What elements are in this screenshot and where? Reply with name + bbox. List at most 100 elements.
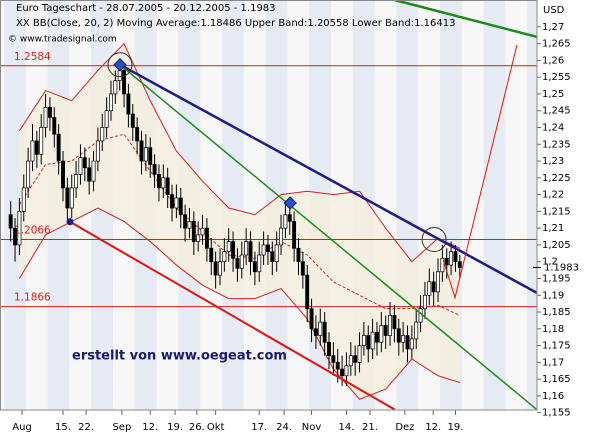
candle-body (113, 80, 118, 95)
band-fill (19, 43, 460, 400)
candle-body (231, 241, 236, 259)
y-tick-label: 1,215 (542, 206, 571, 217)
plot-area (0, 0, 537, 410)
trend-line (119, 64, 537, 410)
x-tick-label: 12. (142, 422, 158, 433)
candle-body (191, 221, 196, 242)
diamond-marker (283, 196, 297, 210)
candle-body (135, 127, 140, 142)
y-tick-label: 1,245 (542, 106, 571, 117)
candle-body (388, 315, 392, 336)
candle-body (274, 244, 279, 263)
candle-body (213, 261, 218, 276)
candle-body (353, 355, 358, 363)
y-tick-label: 1,23 (542, 156, 564, 167)
x-tick-label: Okt (207, 422, 225, 433)
candle-body (296, 247, 301, 263)
candle-body (95, 140, 100, 162)
candle-body (100, 127, 105, 142)
x-tick-label: 19. (448, 422, 464, 433)
last-price-label: 1.1983 (544, 262, 579, 273)
candle-body (21, 187, 26, 212)
watermark: erstellt von www.oegeat.com (72, 349, 287, 364)
x-tick-label: 26. (189, 422, 205, 433)
candle-body (183, 214, 188, 229)
candle-body (457, 261, 462, 268)
y-tick-label: 1,265 (542, 39, 571, 50)
y-tick-label: 1,235 (542, 139, 571, 150)
y-tick-label: 1,21 (542, 223, 564, 234)
candle-body (87, 167, 92, 182)
candle-body (187, 221, 192, 229)
candle-body (218, 261, 222, 276)
candle-body (226, 241, 231, 252)
candle-body (431, 281, 436, 293)
candle-body (244, 241, 249, 256)
x-tick-label: 12. (425, 422, 441, 433)
candle-body (361, 335, 366, 346)
candle-body (327, 341, 331, 356)
y-tick-label: 1,155 (542, 408, 571, 419)
x-tick-label: 24. (276, 422, 292, 433)
candle-body (156, 174, 161, 189)
band-lower (18, 207, 460, 400)
plot-border (0, 0, 538, 411)
trend-line (442, 44, 518, 300)
candle-body (396, 328, 401, 343)
candle-body (78, 157, 83, 175)
candle-body (34, 140, 39, 155)
y-tick-label: 1,2 (542, 257, 558, 268)
candle-body (122, 70, 127, 95)
candle-body (270, 251, 275, 263)
candle-body (69, 187, 74, 209)
y-tick-label: 1,225 (542, 173, 571, 184)
x-tick-label: Nov (302, 422, 322, 433)
candle-body (409, 338, 414, 350)
candle-body (357, 345, 362, 363)
candle-body (427, 281, 432, 296)
candle-body (292, 221, 297, 249)
candle-body (248, 241, 253, 263)
candle-body (405, 335, 410, 350)
y-axis-label: USD (543, 5, 565, 16)
y-tick-label: 1,255 (542, 72, 571, 83)
y-tick-label: 1,165 (542, 374, 571, 385)
candle-body (375, 331, 379, 343)
x-tick-label: 21. (362, 422, 378, 433)
candle-body (130, 113, 135, 128)
candle-body (30, 140, 35, 162)
candle-body (370, 331, 375, 350)
candle-body (261, 244, 266, 256)
trend-line (394, 0, 537, 39)
candle-body (440, 257, 445, 273)
candle-body (235, 257, 240, 269)
candle-body (47, 107, 52, 118)
x-tick-label: Sep (112, 422, 131, 433)
y-tick-label: 1,205 (542, 240, 571, 251)
candle-body (148, 147, 153, 165)
candle-body (82, 157, 87, 169)
candle-body (252, 261, 257, 273)
trend-line (69, 220, 396, 410)
candle-body (418, 308, 423, 323)
candle-body (13, 227, 17, 246)
candle-body (170, 194, 174, 209)
candle-body (196, 234, 201, 242)
candle-body (283, 214, 288, 229)
candle-body (322, 321, 327, 343)
candle-body (74, 174, 79, 189)
candle-body (91, 160, 96, 182)
candle-body (43, 107, 48, 128)
candle-body (126, 93, 131, 115)
horizontal-line-label: 1.2066 (14, 225, 51, 237)
candle-body (174, 197, 179, 209)
candle-body (204, 227, 209, 249)
candle-body (26, 160, 31, 189)
candle-body (178, 197, 183, 216)
candle-body (143, 147, 148, 162)
candle-body (257, 254, 262, 273)
diamond-marker (113, 58, 127, 72)
candle-body (340, 368, 345, 377)
candle-body (239, 254, 244, 269)
candle-body (344, 365, 349, 377)
